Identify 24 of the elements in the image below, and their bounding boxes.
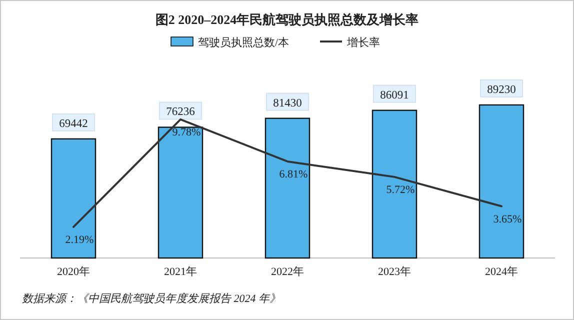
x-tick-label: 2023年 bbox=[378, 266, 411, 278]
chart-title: 图2 2020–2024年民航驾驶员执照总数及增长率 bbox=[155, 12, 419, 27]
data-label: 9.78% bbox=[172, 126, 201, 138]
source-note: 数据来源：《中国民航驾驶员年度发展报告 2024 年》 bbox=[22, 292, 280, 305]
data-label: 6.81% bbox=[279, 168, 308, 180]
x-tick-label: 2024年 bbox=[485, 266, 518, 278]
data-label: 69442 bbox=[59, 118, 88, 130]
bar bbox=[372, 110, 418, 259]
bar bbox=[264, 118, 310, 259]
legend-label: 增长率 bbox=[346, 36, 380, 49]
data-label: 5.72% bbox=[386, 184, 415, 196]
data-label: 3.65% bbox=[493, 213, 522, 226]
bar bbox=[478, 104, 524, 259]
x-tick-label: 2022年 bbox=[271, 266, 304, 278]
data-label: 81430 bbox=[273, 97, 302, 110]
data-label: 76236 bbox=[166, 106, 196, 118]
legend-label: 驾驶员执照总数/本 bbox=[198, 36, 290, 49]
x-tick-label: 2021年 bbox=[164, 266, 197, 278]
data-label: 89230 bbox=[487, 84, 516, 96]
bar bbox=[50, 138, 96, 259]
data-label: 86091 bbox=[380, 89, 410, 102]
bar bbox=[158, 126, 204, 259]
x-tick-label: 2020年 bbox=[57, 266, 90, 278]
data-label: 2.19% bbox=[65, 234, 94, 246]
